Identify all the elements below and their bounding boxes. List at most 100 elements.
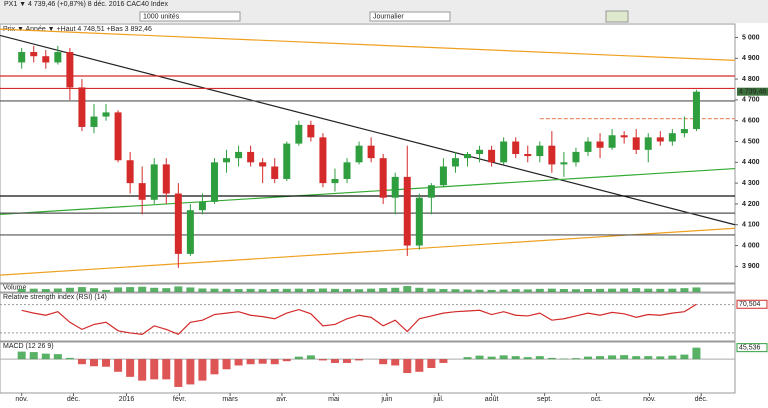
candle-body: [162, 164, 170, 194]
bar: [367, 288, 376, 292]
candle-body: [271, 166, 279, 179]
bar: [222, 359, 231, 370]
candle-body: [536, 145, 544, 157]
bar: [427, 288, 436, 292]
rsi-panel: [0, 292, 736, 342]
symbol[interactable]: PX1 ▼ 4 739,46 (+0,87%) 8 déc. 2016 CAC4…: [4, 1, 168, 8]
trend-line: [0, 28, 736, 61]
bar: [246, 359, 255, 365]
bar: [126, 287, 135, 292]
bar: [680, 354, 689, 360]
bar: [282, 359, 291, 362]
candle-body: [644, 137, 652, 150]
bar: [270, 359, 279, 365]
bar: [258, 359, 267, 364]
value-label: 70,504: [739, 301, 761, 308]
candle-body: [18, 52, 26, 63]
bar: [463, 357, 472, 360]
candle-body: [596, 141, 604, 148]
bar: [499, 355, 508, 360]
bar: [282, 288, 291, 292]
bar: [41, 353, 50, 360]
period-box[interactable]: [369, 11, 451, 22]
bar: [680, 288, 689, 292]
value-tag: [736, 343, 768, 353]
trend-line: [0, 167, 736, 215]
bar: [523, 289, 532, 292]
x-tick-label: mars: [222, 396, 238, 403]
candle-body: [186, 210, 194, 254]
bar: [174, 359, 183, 387]
bar: [379, 288, 388, 292]
y-tick-label: 4 600: [742, 118, 760, 125]
candle-body: [464, 154, 472, 159]
bar: [29, 288, 38, 292]
rsi-line: [21, 303, 697, 336]
period: Journalier: [373, 13, 404, 20]
trend-line: [0, 227, 736, 276]
candle-body: [584, 141, 592, 152]
bar: [41, 289, 50, 292]
candle-body: [620, 135, 628, 138]
bar: [17, 351, 26, 360]
bar: [210, 288, 219, 292]
bar: [523, 357, 532, 360]
bar: [306, 355, 315, 360]
value-tag: [736, 299, 768, 309]
bar: [138, 286, 147, 292]
bar: [535, 356, 544, 360]
bar: [102, 289, 111, 292]
y-tick-label: 4 400: [742, 159, 760, 166]
x-tick-label: avr.: [276, 396, 287, 403]
bar: [198, 288, 207, 292]
bar: [89, 359, 98, 367]
candle-body: [427, 185, 435, 198]
bar: [596, 288, 605, 292]
candle-body: [656, 137, 664, 142]
bar: [692, 347, 701, 360]
y-tick-label: 4 300: [742, 180, 760, 187]
bar: [596, 356, 605, 360]
trend-line: [0, 34, 736, 226]
bar: [403, 286, 412, 292]
bar: [234, 289, 243, 292]
bar: [234, 359, 243, 366]
candle-body: [331, 178, 339, 184]
bar: [403, 359, 412, 374]
bar: [559, 289, 568, 292]
bar: [668, 355, 677, 360]
candle-body: [680, 129, 688, 134]
candle-body: [439, 166, 447, 186]
price-tag: [737, 87, 768, 96]
bar: [451, 289, 460, 292]
bar: [355, 289, 364, 292]
tool-button[interactable]: [605, 10, 629, 23]
bar: [138, 359, 147, 381]
y-tick-label: 4 200: [742, 201, 760, 208]
bar: [186, 359, 195, 385]
bar: [632, 288, 641, 292]
bar: [65, 287, 74, 292]
y-tick-label: 4 800: [742, 76, 760, 83]
units-box[interactable]: [139, 11, 241, 22]
y-tick-label: 4 100: [742, 222, 760, 229]
x-tick-label: févr.: [173, 396, 186, 403]
bar: [692, 287, 701, 292]
candle-body: [451, 158, 459, 167]
bar: [415, 359, 424, 372]
bar: [571, 358, 580, 360]
candle-body: [692, 91, 700, 130]
candle-body: [78, 87, 86, 127]
value-label: 45,536: [739, 344, 761, 351]
x-tick-label: nov.: [643, 396, 656, 403]
candle-body: [668, 133, 676, 142]
candle-body: [259, 162, 267, 167]
bar: [198, 359, 207, 381]
panel-title: MACD (12 26 9): [3, 343, 54, 350]
bar: [77, 287, 86, 292]
bar: [475, 355, 484, 360]
bar: [475, 289, 484, 292]
bar: [487, 289, 496, 292]
candle-body: [524, 154, 532, 157]
